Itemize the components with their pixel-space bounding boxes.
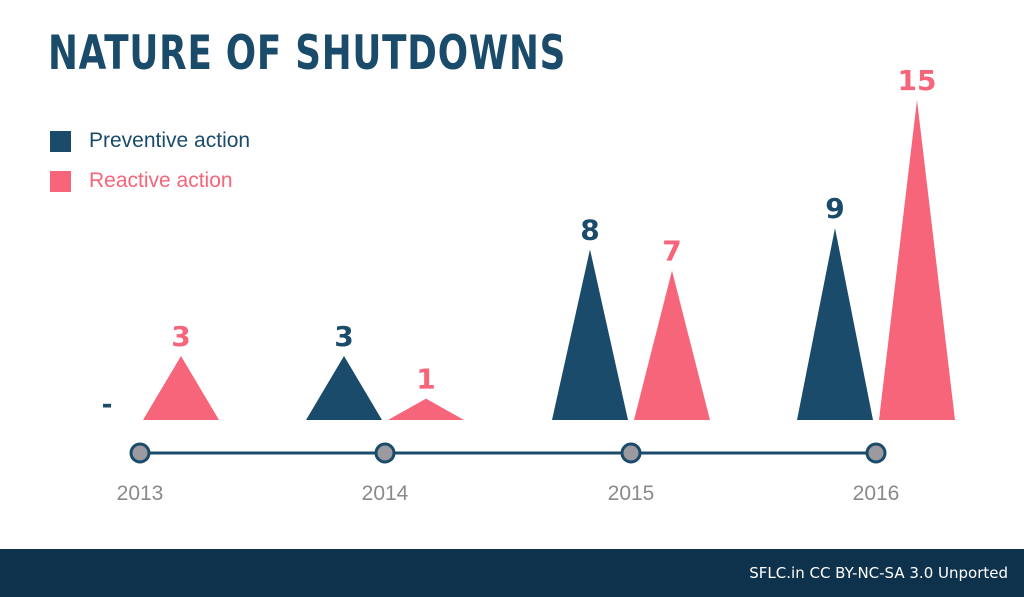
year-label-2015: 2015: [608, 482, 655, 505]
data-label-reactive-2016: 15: [898, 64, 937, 97]
data-label-preventive-2016: 9: [825, 192, 844, 225]
legend: Preventive action Reactive action: [50, 128, 250, 208]
bar-preventive-2014: [306, 356, 382, 420]
bar-preventive-2015: [552, 249, 628, 420]
timeline-node-2016: [865, 442, 887, 464]
footer: SFLC.in CC BY-NC-SA 3.0 Unported: [0, 549, 1024, 597]
data-label-reactive-2015: 7: [662, 235, 681, 268]
bar-preventive-2016: [797, 228, 873, 420]
data-label-preventive-2013: -: [102, 390, 113, 420]
bar-reactive-2015: [634, 270, 710, 420]
year-label-2014: 2014: [362, 482, 409, 505]
data-label-reactive-2013: 3: [171, 320, 190, 353]
legend-item-preventive: Preventive action: [50, 128, 250, 154]
timeline-node-2014: [374, 442, 396, 464]
legend-swatch-reactive: [50, 170, 71, 192]
timeline-node-2015: [620, 442, 642, 464]
data-label-reactive-2014: 1: [416, 363, 435, 396]
chart-plot: 2013 - 3 2014 3 1 2015 8 7 2016 9 15: [102, 64, 955, 505]
bar-reactive-2016: [879, 100, 955, 420]
legend-label-reactive: Reactive action: [89, 169, 233, 192]
year-label-2016: 2016: [853, 482, 900, 505]
year-label-2013: 2013: [117, 482, 164, 505]
timeline-node-2013: [129, 442, 151, 464]
legend-swatch-preventive: [50, 130, 71, 152]
legend-label-preventive: Preventive action: [89, 129, 251, 152]
footer-credit: SFLC.in CC BY-NC-SA 3.0 Unported: [749, 564, 1008, 582]
bar-reactive-2014: [388, 398, 464, 420]
bar-reactive-2013: [143, 356, 219, 420]
data-label-preventive-2015: 8: [580, 213, 599, 246]
chart-title: NATURE OF SHUTDOWNS: [48, 26, 567, 81]
data-label-preventive-2014: 3: [334, 320, 353, 353]
legend-item-reactive: Reactive action: [50, 168, 250, 194]
